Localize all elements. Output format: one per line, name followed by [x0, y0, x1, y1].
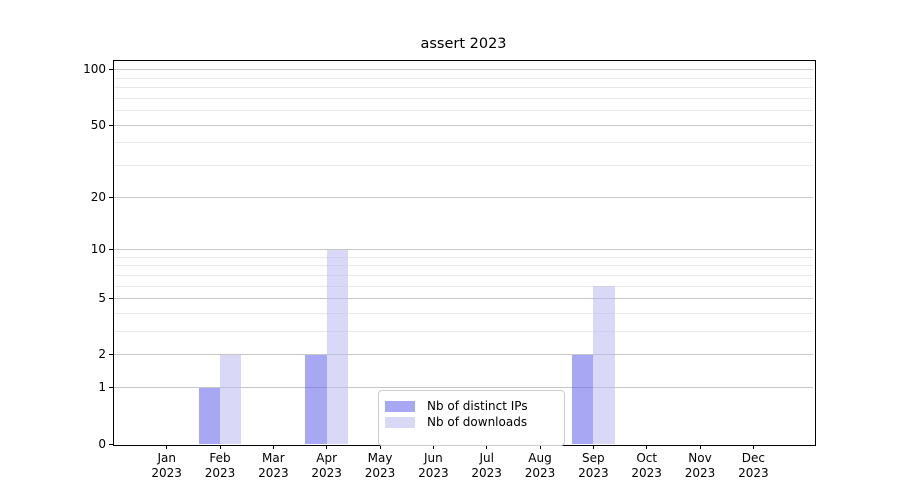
- bar-distinct-ips: [198, 387, 221, 444]
- x-tick-year: 2023: [578, 466, 609, 480]
- minor-gridline: [114, 331, 813, 333]
- x-tick-year: 2023: [418, 466, 449, 480]
- x-tick-year: 2023: [151, 466, 182, 480]
- x-tick-mark: [592, 445, 594, 449]
- bar-distinct-ips: [572, 354, 594, 444]
- x-tick-mark: [539, 445, 541, 449]
- legend-item-downloads: Nb of downloads: [385, 414, 556, 430]
- major-gridline: [114, 69, 813, 71]
- minor-gridline: [114, 110, 813, 112]
- minor-gridline: [114, 87, 813, 89]
- x-tick-month: Aug: [528, 451, 552, 465]
- x-tick-label: Jun 2023: [401, 451, 465, 481]
- major-gridline: [114, 298, 813, 300]
- major-gridline: [114, 249, 813, 251]
- x-tick-year: 2023: [684, 466, 716, 480]
- y-tick-mark: [109, 387, 113, 389]
- y-tick-label: 100: [83, 62, 106, 77]
- legend-swatch-distinct-ips: [385, 400, 415, 412]
- major-gridline: [114, 354, 813, 356]
- x-tick-label: Mar 2023: [241, 451, 305, 481]
- y-tick-mark: [109, 196, 113, 198]
- x-tick-mark: [646, 445, 648, 449]
- x-tick-label: Sep 2023: [561, 451, 625, 481]
- y-tick-mark: [109, 124, 113, 126]
- x-tick-label: Jul 2023: [455, 451, 519, 481]
- y-tick-label: 0: [98, 436, 106, 451]
- legend-label-downloads: Nb of downloads: [427, 414, 528, 429]
- minor-gridline: [114, 97, 813, 99]
- x-tick-month: Oct: [636, 451, 658, 465]
- minor-gridline: [114, 165, 813, 167]
- major-gridline: [114, 387, 813, 389]
- x-tick-mark: [486, 445, 488, 449]
- x-tick-month: Apr: [316, 451, 338, 465]
- y-tick-label: 20: [90, 189, 106, 204]
- x-tick-year: 2023: [258, 466, 289, 480]
- x-tick-label: May 2023: [348, 451, 412, 481]
- x-tick-mark: [219, 445, 221, 449]
- x-tick-year: 2023: [631, 466, 662, 480]
- x-tick-mark: [699, 445, 701, 449]
- major-gridline: [114, 124, 813, 126]
- y-tick-mark: [109, 443, 113, 445]
- minor-gridline: [114, 142, 813, 144]
- x-tick-month: Sep: [582, 451, 605, 465]
- x-tick-mark: [379, 445, 381, 449]
- x-tick-year: 2023: [738, 466, 769, 480]
- x-tick-month: Jun: [423, 451, 443, 465]
- x-tick-label: Aug 2023: [508, 451, 572, 481]
- x-tick-mark: [326, 445, 328, 449]
- minor-gridline: [114, 285, 813, 287]
- x-tick-label: Nov 2023: [668, 451, 732, 481]
- x-tick-year: 2023: [524, 466, 556, 480]
- minor-gridline: [114, 77, 813, 79]
- y-tick-label: 1: [98, 380, 106, 395]
- x-tick-month: May: [367, 451, 393, 465]
- bar-downloads: [593, 286, 615, 444]
- y-tick-mark: [109, 298, 113, 300]
- minor-gridline: [114, 265, 813, 267]
- x-tick-mark: [166, 445, 168, 449]
- bar-downloads: [326, 249, 348, 444]
- x-tick-month: Mar: [262, 451, 285, 465]
- x-tick-label: Feb 2023: [188, 451, 252, 481]
- x-tick-label: Jan 2023: [135, 451, 199, 481]
- legend-swatch-downloads: [385, 416, 415, 428]
- y-tick-mark: [109, 249, 113, 251]
- x-tick-label: Apr 2023: [295, 451, 359, 481]
- y-tick-label: 5: [98, 291, 106, 306]
- x-tick-label: Dec 2023: [721, 451, 785, 481]
- minor-gridline: [114, 256, 813, 258]
- x-tick-year: 2023: [364, 466, 396, 480]
- y-tick-mark: [109, 354, 113, 356]
- y-tick-label: 50: [90, 117, 106, 132]
- y-tick-mark: [109, 69, 113, 71]
- x-tick-month: Jan: [157, 451, 176, 465]
- x-tick-year: 2023: [204, 466, 236, 480]
- x-tick-month: Feb: [209, 451, 231, 465]
- x-tick-year: 2023: [471, 466, 502, 480]
- x-tick-mark: [752, 445, 754, 449]
- y-tick-label: 10: [90, 242, 106, 257]
- bar-downloads: [220, 354, 242, 444]
- x-tick-month: Nov: [688, 451, 712, 465]
- bar-distinct-ips: [305, 354, 327, 444]
- legend-item-distinct-ips: Nb of distinct IPs: [385, 398, 556, 414]
- x-tick-month: Jul: [479, 451, 494, 465]
- legend-label-distinct-ips: Nb of distinct IPs: [427, 398, 528, 413]
- x-tick-month: Dec: [741, 451, 765, 465]
- x-tick-mark: [272, 445, 274, 449]
- x-tick-label: Oct 2023: [615, 451, 679, 481]
- x-tick-mark: [432, 445, 434, 449]
- major-gridline: [114, 196, 813, 198]
- legend: Nb of distinct IPs Nb of downloads: [378, 390, 565, 446]
- minor-gridline: [114, 313, 813, 314]
- x-tick-year: 2023: [311, 466, 342, 480]
- y-tick-label: 2: [98, 347, 106, 362]
- minor-gridline: [114, 274, 813, 276]
- chart-title: assert 2023: [420, 36, 507, 52]
